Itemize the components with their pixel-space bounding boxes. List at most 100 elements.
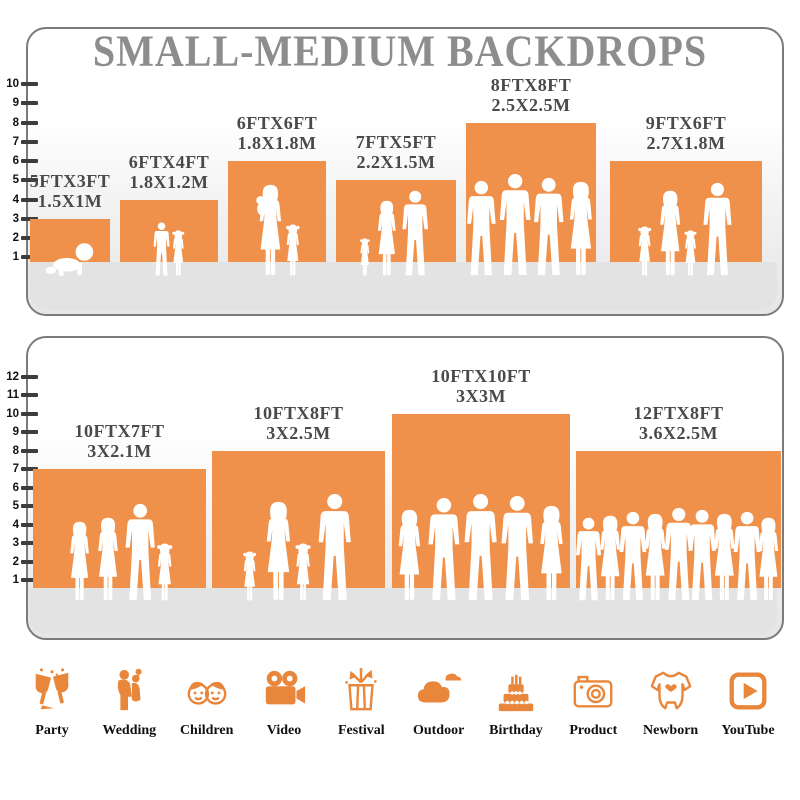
category-label: Festival	[337, 723, 385, 738]
people-silhouettes	[633, 182, 739, 281]
category-icon-row: Party Wedding Children Video Festival Outdoor…	[16, 668, 784, 739]
category-item: Product	[557, 668, 629, 739]
backdrop-bar	[120, 199, 218, 262]
axis-tick-label: 7	[12, 135, 19, 148]
axis-tick-label: 5	[12, 500, 19, 512]
axis-tick-label: 2	[12, 555, 19, 568]
category-label: Birthday	[489, 723, 543, 738]
size-feet: 8FTX8FT	[490, 74, 572, 95]
axis-tick-mark	[21, 82, 38, 87]
axis-tick-mark	[21, 448, 38, 453]
party-glasses-icon	[35, 668, 69, 710]
category-label: Party	[35, 723, 69, 738]
axis-tick-label: 8	[12, 116, 19, 129]
size-meters: 3X2.5M	[266, 422, 331, 443]
axis-tick-mark	[21, 255, 38, 260]
video-camera-icon	[265, 670, 306, 705]
backdrop-bar	[30, 218, 110, 262]
size-meters: 3X2.1M	[87, 441, 152, 461]
axis-tick-label: 3	[12, 537, 19, 549]
axis-tick-mark	[21, 236, 38, 240]
axis-tick-label: 6	[12, 155, 19, 168]
size-meters: 1.8X1.8M	[237, 133, 317, 154]
size-meters: 2.5X2.5M	[491, 94, 571, 115]
category-label: YouTube	[721, 723, 775, 738]
axis-tick-mark	[21, 139, 38, 144]
size-feet: 10FTX10FT	[431, 365, 531, 386]
backdrop-size-label: 5FTX3FT 1.5X1M	[0, 171, 155, 211]
birthday-cake-icon	[498, 674, 534, 712]
backdrop-size-label: 6FTX6FT 1.8X1.8M	[183, 113, 371, 153]
people-silhouettes	[356, 190, 435, 281]
product-camera-icon	[573, 675, 613, 708]
size-feet: 5FTX3FT	[29, 170, 111, 191]
size-meters: 2.2X1.5M	[356, 152, 436, 173]
axis-tick-label: 1	[12, 251, 19, 264]
backdrop-size-label: 8FTX8FT 2.5X2.5M	[421, 75, 641, 115]
category-item: Outdoor	[403, 668, 475, 739]
category-label: Video	[266, 723, 302, 738]
axis-tick-mark	[21, 178, 38, 183]
size-feet: 6FTX6FT	[236, 113, 318, 134]
axis-tick-mark	[21, 197, 38, 202]
category-item: YouTube	[712, 668, 784, 739]
axis-tick-label: 9	[12, 426, 19, 438]
backdrop-bar	[212, 450, 385, 588]
axis-tick-mark	[21, 522, 38, 527]
backdrop-bar	[33, 469, 206, 588]
category-item: Festival	[325, 668, 397, 739]
youtube-play-icon	[729, 672, 767, 710]
size-meters: 2.7X1.8M	[646, 133, 726, 154]
axis-tick-mark	[21, 504, 38, 508]
size-feet: 7FTX5FT	[355, 132, 437, 153]
category-item: Birthday	[480, 668, 552, 739]
category-label: Product	[569, 723, 618, 738]
size-feet: 10FTX7FT	[74, 421, 165, 441]
axis-tick-mark	[21, 430, 38, 434]
people-silhouettes	[149, 222, 189, 281]
axis-tick-label: 12	[6, 370, 19, 383]
outdoor-cloud-icon	[417, 673, 461, 703]
size-meters: 3X3M	[456, 385, 506, 406]
newborn-onesie-icon	[650, 671, 691, 710]
axis-tick-mark	[21, 541, 38, 545]
axis-tick-mark	[21, 159, 38, 164]
category-label: Outdoor	[412, 723, 465, 738]
people-silhouettes	[42, 240, 98, 281]
backdrop-size-label: 10FTX7FT 3X2.1M	[0, 421, 251, 461]
axis-tick-mark	[21, 374, 38, 379]
category-item: Wedding	[93, 668, 165, 739]
axis-tick-mark	[21, 393, 38, 397]
backdrop-size-label: 6FTX4FT 1.8X1.2M	[75, 152, 263, 192]
axis-tick-mark	[21, 216, 38, 221]
size-feet: 10FTX8FT	[253, 402, 344, 423]
size-meters: 1.5X1M	[37, 190, 103, 211]
axis-tick-label: 7	[12, 463, 19, 475]
axis-tick-label: 1	[12, 574, 19, 586]
children-faces-icon	[187, 681, 227, 705]
panel1-floor	[29, 262, 777, 310]
axis-tick-mark	[21, 101, 38, 106]
axis-tick-label: 5	[12, 174, 19, 187]
wedding-couple-icon	[118, 668, 142, 711]
axis-tick-label: 9	[12, 97, 19, 110]
axis-tick-label: 8	[12, 444, 19, 457]
axis-tick-label: 6	[12, 481, 19, 494]
backdrop-size-label: 10FTX8FT 3X2.5M	[167, 403, 430, 443]
people-silhouettes	[238, 493, 360, 606]
size-feet: 9FTX6FT	[645, 113, 727, 134]
category-item: Party	[16, 668, 88, 739]
backdrop-size-label: 10FTX10FT 3X3M	[347, 366, 615, 406]
axis-tick-mark	[21, 485, 38, 490]
category-item: Newborn	[635, 668, 707, 739]
size-meters: 3.6X2.5M	[639, 422, 718, 443]
axis-tick-label: 3	[12, 212, 19, 225]
category-item: Video	[248, 668, 320, 739]
axis-tick-label: 2	[12, 232, 19, 244]
page-title: SMALL-MEDIUM BACKDROPS	[92, 25, 708, 76]
festival-gift-icon	[345, 668, 378, 711]
category-label: Children	[179, 723, 234, 738]
axis-tick-mark	[21, 467, 38, 471]
size-feet: 12FTX8FT	[633, 402, 724, 423]
